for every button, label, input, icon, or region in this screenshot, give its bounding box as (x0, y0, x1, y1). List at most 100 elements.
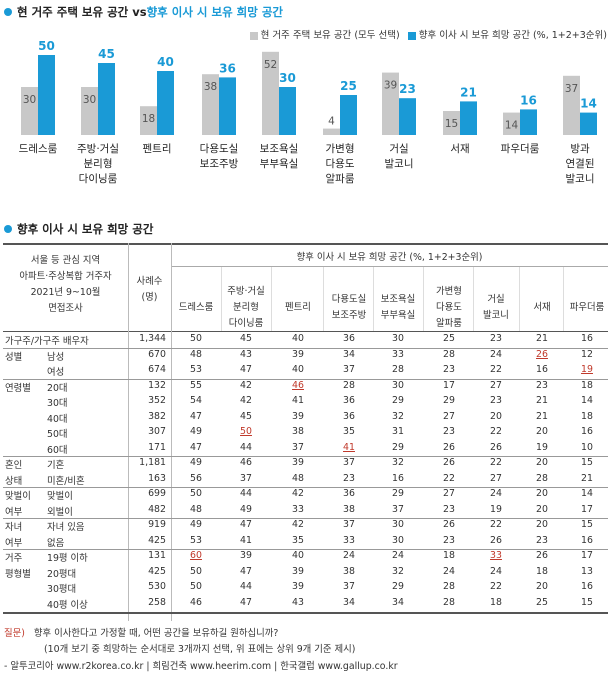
table-vrule (271, 267, 272, 331)
table-cell: 22 (490, 364, 502, 375)
table-title-text: 향후 이사 시 보유 희망 공간 (17, 222, 154, 236)
table-cell: 30 (392, 519, 404, 530)
table-cell: 46 (190, 596, 202, 608)
table-cell: 33 (292, 503, 304, 515)
value-label-future-9: 14 (580, 97, 597, 111)
table-cell: 39 (292, 581, 304, 592)
table-vrule (563, 267, 564, 331)
group-rule (3, 518, 608, 519)
table-cell: 42 (240, 395, 252, 406)
table-cell: 27 (490, 472, 502, 484)
group-rule (3, 347, 608, 349)
table-cell: 21 (581, 472, 593, 484)
row-group-label: 자녀 (5, 522, 23, 533)
row-group-label: 여부 (5, 537, 23, 549)
value-label-current-2: 18 (142, 113, 155, 125)
table-cell: 23 (443, 364, 455, 375)
table-cell: 21 (536, 410, 548, 422)
value-label-future-1: 45 (98, 47, 115, 61)
bar-current-4 (262, 51, 279, 135)
table-cell: 18 (581, 379, 593, 391)
value-label-future-0: 50 (38, 39, 55, 53)
row-n: 352 (148, 395, 166, 406)
table-cell: 54 (190, 395, 202, 406)
column-header: 펜트리 (285, 302, 311, 313)
bar-current-7 (443, 111, 460, 135)
column-header: 다이닝룸 (228, 318, 264, 329)
bullet-dot-icon (4, 225, 12, 233)
table-cell: 20 (536, 457, 548, 468)
table-cell: 20 (536, 519, 548, 530)
table-cell: 10 (581, 441, 593, 453)
table-cell: 42 (292, 519, 304, 530)
table-cell: 41 (240, 534, 252, 546)
table-cell: 37 (343, 581, 355, 592)
chart-title-part2: 향후 이사 시 보유 희망 공간 (146, 5, 283, 19)
table-cell: 44 (240, 488, 252, 499)
category-label-0: 드레스룸 (19, 142, 58, 157)
column-header: 알파룸 (436, 318, 462, 329)
table-cell: 50 (190, 488, 202, 499)
row-group-label: 연령별 (5, 382, 31, 394)
bar-future-3 (219, 77, 236, 135)
row-sub-label: 기혼 (47, 460, 65, 471)
row-sub-label: 남성 (47, 351, 65, 363)
row-group-label: 가구주/가구주 배우자 (5, 336, 89, 347)
table-cell: 47 (190, 441, 202, 453)
table-cell: 28 (392, 364, 404, 375)
table-cell: 17 (581, 550, 593, 561)
row-sub-label: 20대 (47, 382, 68, 394)
table-cell: 16 (581, 534, 593, 546)
table-cell: 46 (240, 457, 252, 468)
column-header: 다용도실 (331, 294, 367, 305)
table-cell: 15 (581, 596, 593, 608)
table-cell: 44 (240, 441, 252, 453)
row-sub-label: 맞벌이 (47, 491, 73, 502)
table-cell: 23 (443, 534, 455, 546)
row-sub-label: 60대 (47, 444, 68, 456)
category-label-1: 주방·거실 분리형 다이닝룸 (77, 142, 119, 187)
footer-source: - 알투코리아 www.r2korea.co.kr | 희림건축 www.hee… (4, 658, 398, 672)
table-cell: 30 (392, 333, 404, 344)
row-sub-label: 19평 이하 (47, 553, 88, 564)
legend-label-future: 향후 이사 시 보유 희망 공간 (%, 1+2+3순위) (418, 30, 607, 41)
column-header: 주방·거실 (227, 286, 265, 297)
table-cell: 37 (240, 472, 252, 484)
table-cell: 24 (343, 550, 355, 561)
table-cell: 45 (240, 410, 252, 422)
value-label-future-4: 30 (279, 71, 296, 85)
table-cell: 53 (190, 534, 202, 546)
category-label-line: 다이닝룸 (78, 173, 118, 185)
row-group-label: 여부 (5, 506, 23, 518)
table-cell: 46 (292, 379, 304, 391)
bar-future-7 (460, 101, 477, 135)
header-desc-line: 아파트·주상복합 거주자 (19, 271, 112, 282)
category-label-4: 보조욕실 부부욕실 (260, 142, 299, 172)
table-cell: 20 (490, 410, 502, 422)
table-cell: 21 (536, 333, 548, 344)
category-label-line: 연결된 (565, 158, 595, 170)
table-cell: 22 (490, 426, 502, 437)
row-n: 699 (148, 488, 166, 499)
table-cell: 36 (343, 333, 355, 344)
table-cell: 26 (490, 534, 502, 546)
category-label-6: 거실 발코니 (385, 142, 414, 172)
category-label-8: 파우더룸 (501, 142, 540, 157)
column-header: 보조욕실 (380, 294, 416, 305)
table-cell: 29 (392, 488, 404, 499)
table-cell: 16 (581, 333, 593, 344)
row-n: 307 (148, 426, 166, 437)
table-cell: 18 (443, 550, 455, 561)
table-cell: 41 (292, 395, 304, 406)
value-label-future-3: 36 (219, 61, 236, 75)
table-cell: 44 (240, 581, 252, 592)
legend-item-future: 향후 이사 시 보유 희망 공간 (%, 1+2+3순위) (407, 27, 607, 41)
table-cell: 23 (490, 333, 502, 344)
table-cell: 26 (443, 441, 455, 453)
category-label-line: 서재 (450, 143, 470, 155)
value-label-current-5: 4 (328, 116, 335, 128)
bar-current-0 (21, 87, 38, 135)
table-cell: 24 (490, 488, 502, 499)
value-label-current-6: 39 (384, 80, 397, 92)
table-cell: 27 (443, 488, 455, 499)
